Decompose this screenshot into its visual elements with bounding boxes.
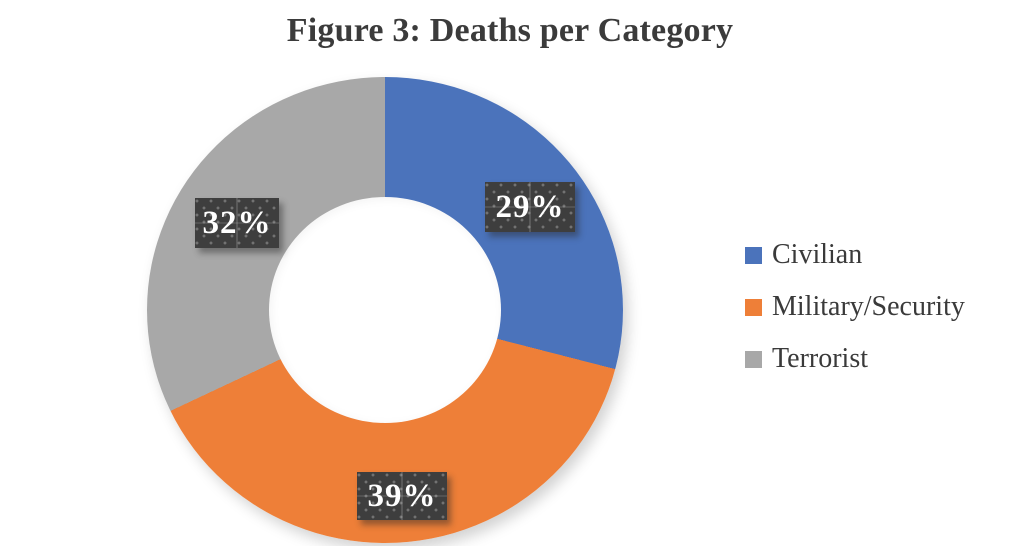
legend-label-terrorist: Terrorist	[772, 343, 869, 374]
data-label-terrorist: 32%	[195, 198, 279, 248]
data-label-civilian: 29%	[485, 182, 575, 232]
legend-label-military-security: Military/Security	[772, 291, 965, 322]
legend-item-military-security: Military/Security	[745, 291, 965, 322]
chart-title: Figure 3: Deaths per Category	[286, 12, 734, 49]
legend: Civilian Military/Security Terrorist	[745, 239, 965, 396]
legend-item-terrorist: Terrorist	[745, 343, 965, 374]
military-security-color-swatch-icon	[745, 298, 762, 316]
donut-ring	[147, 77, 623, 543]
donut-hole	[269, 197, 501, 423]
data-label-military-security: 39%	[357, 472, 447, 520]
legend-item-civilian: Civilian	[745, 239, 965, 270]
civilian-color-swatch-icon	[745, 246, 762, 264]
terrorist-color-swatch-icon	[745, 350, 762, 368]
legend-label-civilian: Civilian	[772, 239, 863, 270]
